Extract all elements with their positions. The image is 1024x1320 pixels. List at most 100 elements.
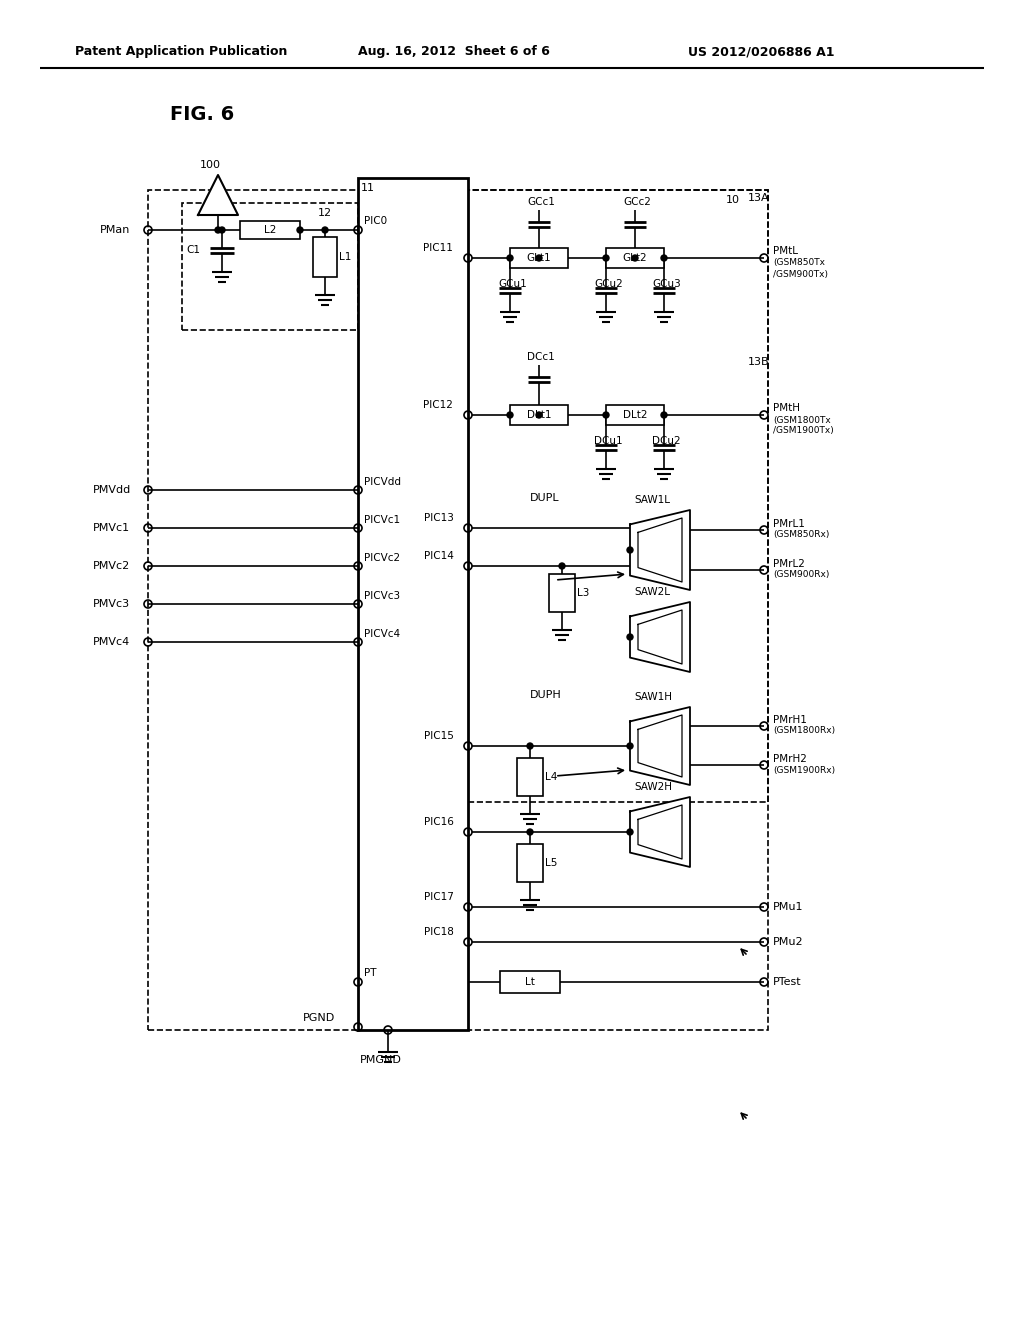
Text: US 2012/0206886 A1: US 2012/0206886 A1	[688, 45, 835, 58]
Bar	[606, 248, 664, 268]
Text: GCc1: GCc1	[527, 197, 555, 207]
Circle shape	[297, 227, 303, 234]
Circle shape	[219, 227, 225, 234]
Text: PMu2: PMu2	[773, 937, 804, 946]
Text: (GSM1900Rx): (GSM1900Rx)	[773, 766, 836, 775]
Bar	[517, 758, 543, 796]
Text: PIC18: PIC18	[424, 927, 454, 937]
Bar	[606, 405, 664, 425]
Text: Lt: Lt	[525, 977, 535, 987]
Circle shape	[603, 255, 609, 261]
Text: Aug. 16, 2012  Sheet 6 of 6: Aug. 16, 2012 Sheet 6 of 6	[358, 45, 550, 58]
Circle shape	[632, 255, 638, 261]
Text: 13A: 13A	[748, 193, 770, 203]
Text: SAW1L: SAW1L	[634, 495, 670, 506]
Text: L2: L2	[264, 224, 276, 235]
Bar	[510, 248, 568, 268]
Text: PMVc3: PMVc3	[93, 599, 130, 609]
Text: 13B: 13B	[748, 356, 770, 367]
Bar	[313, 238, 337, 277]
Text: L5: L5	[545, 858, 557, 869]
Circle shape	[559, 564, 565, 569]
Text: PIC13: PIC13	[424, 513, 454, 523]
Polygon shape	[198, 176, 238, 215]
Text: L1: L1	[339, 252, 351, 261]
Text: PICVc3: PICVc3	[364, 591, 400, 601]
Text: SAW2L: SAW2L	[634, 587, 670, 597]
Text: (GSM1800Tx: (GSM1800Tx	[773, 416, 830, 425]
Text: (GSM900Rx): (GSM900Rx)	[773, 570, 829, 579]
Text: DCc1: DCc1	[527, 352, 555, 362]
Circle shape	[603, 412, 609, 418]
Text: PIC0: PIC0	[364, 216, 387, 226]
Text: DCu1: DCu1	[594, 436, 623, 446]
Polygon shape	[630, 797, 690, 867]
Text: 11: 11	[361, 183, 375, 193]
Text: PT: PT	[364, 968, 377, 978]
Text: PMVc4: PMVc4	[93, 638, 130, 647]
Text: PIC16: PIC16	[424, 817, 454, 828]
Text: DLt2: DLt2	[623, 411, 647, 420]
Bar	[182, 203, 358, 330]
Bar	[240, 220, 300, 239]
Circle shape	[215, 227, 221, 234]
Text: 100: 100	[200, 160, 221, 170]
Circle shape	[627, 829, 633, 836]
Text: GCu3: GCu3	[652, 279, 681, 289]
Text: PMGND: PMGND	[360, 1055, 401, 1065]
Text: PIC11: PIC11	[423, 243, 453, 253]
Text: PMu1: PMu1	[773, 902, 804, 912]
Text: Patent Application Publication: Patent Application Publication	[75, 45, 288, 58]
Text: PMtL: PMtL	[773, 246, 798, 256]
Circle shape	[627, 743, 633, 748]
Circle shape	[507, 412, 513, 418]
Text: PIC12: PIC12	[423, 400, 453, 411]
Circle shape	[527, 829, 534, 836]
Text: DUPL: DUPL	[530, 492, 560, 503]
Bar	[148, 190, 768, 1030]
Circle shape	[322, 227, 328, 234]
Text: PMrH2: PMrH2	[773, 754, 807, 764]
Text: L4: L4	[545, 772, 557, 781]
Bar	[500, 972, 560, 993]
Text: PMVdd: PMVdd	[93, 484, 131, 495]
Text: PICVc1: PICVc1	[364, 515, 400, 525]
Text: /GSM900Tx): /GSM900Tx)	[773, 269, 828, 279]
Text: (GSM850Tx: (GSM850Tx	[773, 259, 825, 268]
Text: PIC17: PIC17	[424, 892, 454, 902]
Text: SAW2H: SAW2H	[634, 781, 672, 792]
Text: GLt2: GLt2	[623, 253, 647, 263]
Circle shape	[536, 412, 542, 418]
Text: PICVdd: PICVdd	[364, 477, 401, 487]
Text: SAW1H: SAW1H	[634, 692, 672, 702]
Text: DCu2: DCu2	[652, 436, 681, 446]
Text: (GSM850Rx): (GSM850Rx)	[773, 531, 829, 540]
Text: PMVc1: PMVc1	[93, 523, 130, 533]
Polygon shape	[630, 510, 690, 590]
Text: PIC14: PIC14	[424, 550, 454, 561]
Text: PMan: PMan	[100, 224, 130, 235]
Text: PTest: PTest	[773, 977, 802, 987]
Text: C1: C1	[186, 246, 200, 255]
Text: 12: 12	[318, 209, 332, 218]
Bar	[510, 405, 568, 425]
Text: PICVc4: PICVc4	[364, 630, 400, 639]
Text: PMrL1: PMrL1	[773, 519, 805, 529]
Circle shape	[627, 546, 633, 553]
Bar	[358, 178, 468, 1030]
Bar	[468, 190, 768, 803]
Bar	[517, 843, 543, 882]
Text: DUPH: DUPH	[530, 690, 562, 700]
Text: PICVc2: PICVc2	[364, 553, 400, 564]
Circle shape	[662, 255, 667, 261]
Text: (GSM1800Rx): (GSM1800Rx)	[773, 726, 836, 735]
Text: 10: 10	[726, 195, 740, 205]
Text: /GSM1900Tx): /GSM1900Tx)	[773, 426, 834, 436]
Text: PMrL2: PMrL2	[773, 558, 805, 569]
Text: PGND: PGND	[303, 1012, 335, 1023]
Text: GLt1: GLt1	[526, 253, 551, 263]
Text: PMrH1: PMrH1	[773, 715, 807, 725]
Text: FIG. 6: FIG. 6	[170, 106, 234, 124]
Text: PIC15: PIC15	[424, 731, 454, 741]
Circle shape	[627, 634, 633, 640]
